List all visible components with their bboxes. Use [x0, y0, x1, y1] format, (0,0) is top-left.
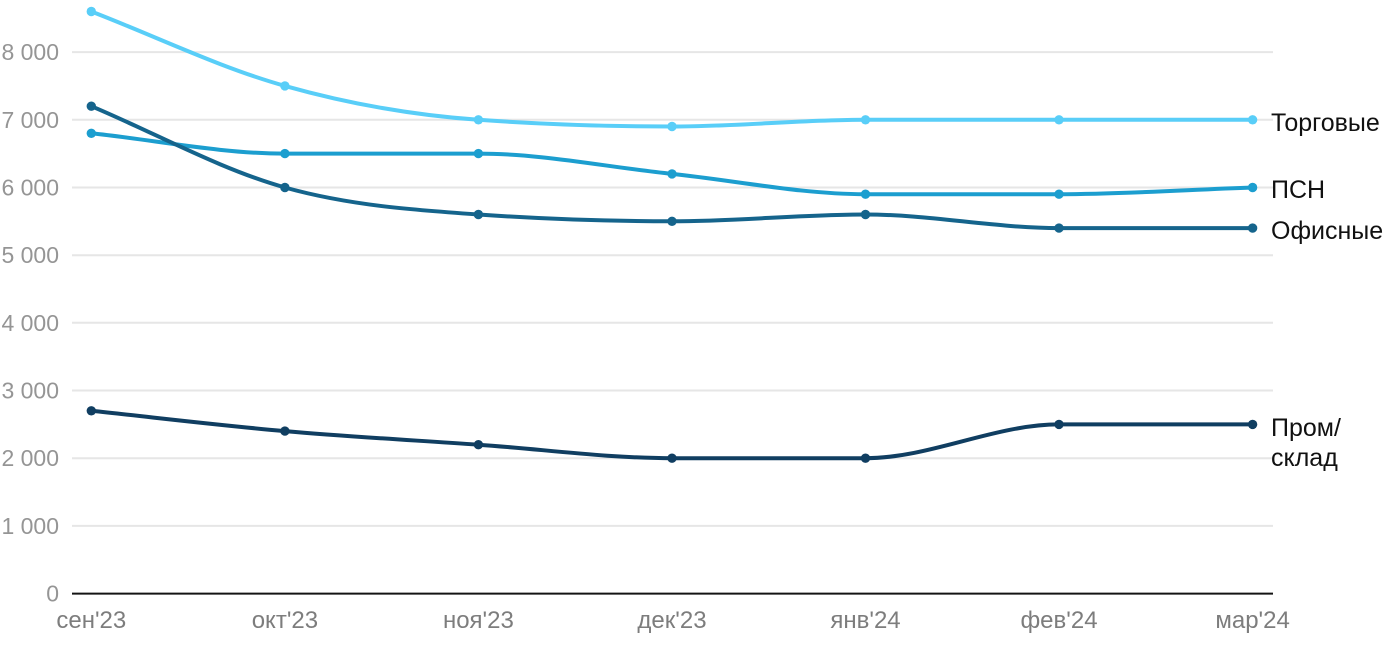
svg-text:1 000: 1 000 [1, 513, 59, 539]
svg-text:ноя'23: ноя'23 [443, 607, 514, 634]
svg-text:5 000: 5 000 [1, 242, 59, 268]
svg-text:2 000: 2 000 [1, 445, 59, 471]
svg-text:3 000: 3 000 [1, 378, 59, 404]
svg-text:7 000: 7 000 [1, 107, 59, 133]
svg-text:Офисные: Офисные [1271, 217, 1383, 245]
svg-text:фев'24: фев'24 [1020, 607, 1097, 634]
svg-text:окт'23: окт'23 [252, 607, 318, 634]
svg-text:4 000: 4 000 [1, 310, 59, 336]
svg-text:сен'23: сен'23 [56, 607, 126, 634]
svg-text:янв'24: янв'24 [830, 607, 900, 634]
svg-text:склад: склад [1271, 444, 1338, 472]
svg-text:Торговые: Торговые [1271, 109, 1380, 137]
svg-text:дек'23: дек'23 [637, 607, 706, 634]
svg-text:6 000: 6 000 [1, 175, 59, 201]
svg-text:8 000: 8 000 [1, 39, 59, 65]
svg-text:мар'24: мар'24 [1215, 607, 1289, 634]
svg-text:ПСН: ПСН [1271, 176, 1325, 204]
svg-text:Пром/: Пром/ [1271, 414, 1341, 442]
svg-text:0: 0 [46, 581, 59, 607]
